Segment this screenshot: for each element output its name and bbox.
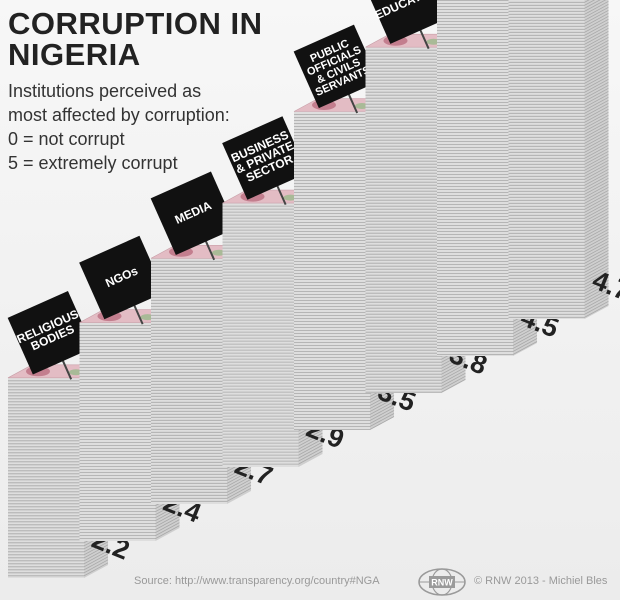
subtitle-line: Institutions perceived as: [8, 81, 202, 101]
sign-post: [204, 239, 216, 261]
sign-board: [365, 0, 451, 44]
category-sign: MEDIA: [150, 171, 237, 261]
credit-text: © RNW 2013 - Michiel Bles: [474, 575, 608, 587]
rnw-globe-logo: RNW: [418, 568, 466, 596]
source-text: Source: http://www.transparency.org/coun…: [134, 575, 380, 587]
sign-post: [347, 92, 359, 114]
sign-post: [132, 303, 144, 325]
title-line: CORRUPTION IN: [8, 6, 263, 41]
money-stack: [508, 0, 609, 320]
sign-board: [150, 171, 237, 255]
stack-front: [437, 0, 513, 356]
category-sign: EDUCATION: [365, 0, 451, 50]
sign-board: [79, 235, 165, 320]
stack-front: [508, 0, 585, 320]
title-line: NIGERIA: [8, 37, 141, 72]
stack-paper-lines: [508, 0, 609, 318]
chart-subtitle: Institutions perceived as most affected …: [8, 79, 230, 175]
category-sign: NGOs: [79, 235, 165, 325]
sign-post: [61, 358, 73, 380]
chart-title: CORRUPTION IN NIGERIA: [8, 8, 263, 70]
sign-board: [222, 116, 308, 200]
footer: Source: http://www.transparency.org/coun…: [0, 568, 620, 596]
logo-text: RNW: [431, 578, 453, 588]
sign-board: [7, 290, 94, 375]
sign-board: [293, 24, 380, 109]
sign-post: [275, 184, 287, 206]
sign-post: [418, 28, 430, 50]
subtitle-line: 0 = not corrupt: [8, 129, 125, 149]
subtitle-line: most affected by corruption:: [8, 105, 230, 125]
subtitle-line: 5 = extremely corrupt: [8, 153, 178, 173]
